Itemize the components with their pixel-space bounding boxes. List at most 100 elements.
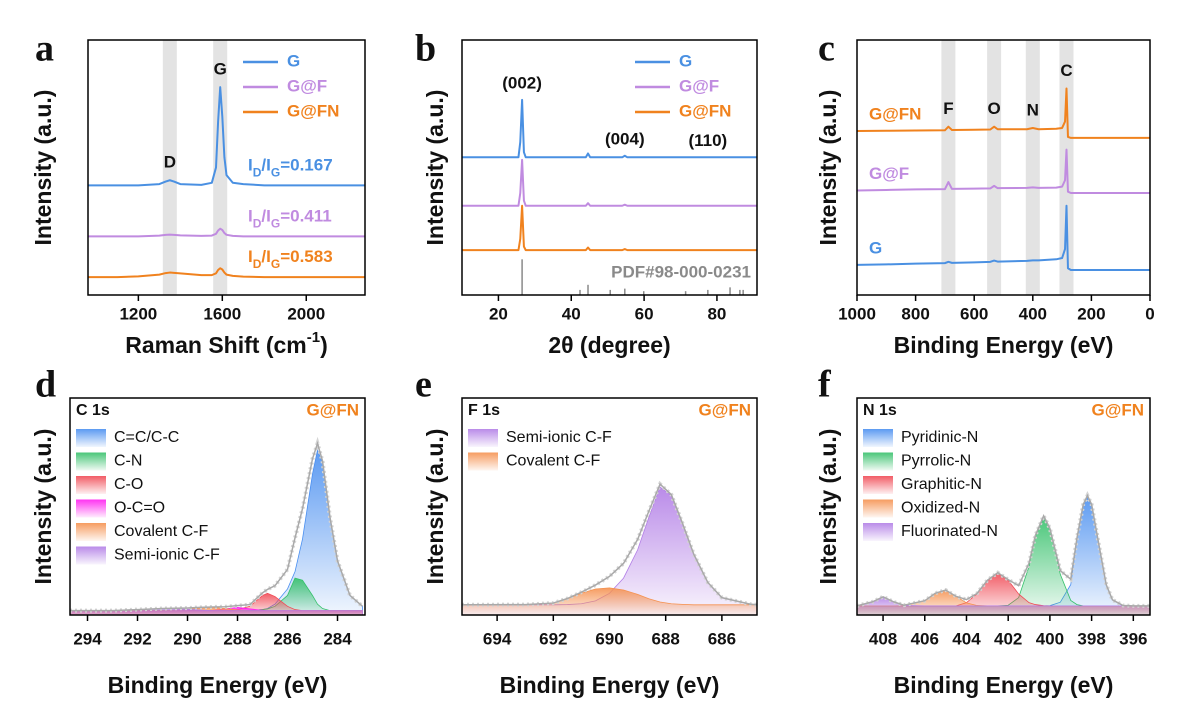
x-tick-label: 690 bbox=[595, 629, 623, 648]
ratio-label: ID/IG=0.583 bbox=[248, 248, 333, 272]
legend-label: Pyrrolic-N bbox=[901, 453, 971, 470]
series-line bbox=[856, 148, 1150, 194]
x-tick-label: 396 bbox=[1119, 629, 1147, 648]
series-label: G@FN bbox=[869, 105, 921, 124]
text-part: D bbox=[253, 257, 262, 271]
y-axis-title: Intensity (a.u.) bbox=[30, 429, 56, 585]
text-part: ) bbox=[320, 332, 328, 358]
x-tick-label: 402 bbox=[994, 629, 1022, 648]
plot-frame bbox=[856, 397, 1151, 616]
x-tick-label: 288 bbox=[223, 629, 251, 648]
x-tick-label: 200 bbox=[1077, 304, 1105, 323]
region-label: F 1s bbox=[468, 402, 500, 419]
x-axis-title: Binding Energy (eV) bbox=[894, 672, 1114, 698]
text-part: G bbox=[271, 217, 280, 231]
ratio-label: ID/IG=0.167 bbox=[248, 156, 333, 180]
region-label: C 1s bbox=[76, 402, 110, 419]
x-tick-label: 398 bbox=[1077, 629, 1105, 648]
band-label: O bbox=[988, 99, 1001, 118]
x-tick-label: 284 bbox=[323, 629, 352, 648]
peak-label: (004) bbox=[605, 129, 645, 148]
legend-label: Covalent C-F bbox=[506, 453, 600, 470]
y-axis-title: Intensity (a.u.) bbox=[422, 429, 448, 585]
x-tick-label: 1000 bbox=[838, 304, 876, 323]
legend-label: Graphitic-N bbox=[901, 476, 982, 493]
text-part: /I bbox=[261, 156, 270, 175]
text-part: Raman Shift (cm bbox=[125, 332, 306, 358]
x-tick-label: 40 bbox=[562, 304, 581, 323]
x-tick-label: 292 bbox=[123, 629, 151, 648]
panel: b Intensity (a.u.) 2θ (degree) 20 40 60 80 PDF#… bbox=[415, 28, 758, 358]
text-part: =0.411 bbox=[280, 207, 332, 226]
legend-label: Fluorinated-N bbox=[901, 523, 998, 540]
fit-envelope bbox=[70, 441, 363, 612]
text-part: Binding Energy (eV) bbox=[500, 672, 720, 698]
y-axis-title: Intensity (a.u.) bbox=[815, 90, 841, 246]
series-label: G@F bbox=[869, 164, 909, 183]
band-label: F bbox=[943, 99, 953, 118]
x-axis-title: Binding Energy (eV) bbox=[500, 672, 720, 698]
text-part: /I bbox=[261, 207, 270, 226]
legend-swatch bbox=[863, 429, 893, 447]
plot-frame bbox=[69, 397, 366, 616]
panel: c Intensity (a.u.) Binding Energy (eV) 1000… bbox=[815, 28, 1155, 358]
x-tick-label: 60 bbox=[635, 304, 654, 323]
legend-label: G bbox=[287, 51, 300, 70]
ratio-label: ID/IG=0.411 bbox=[248, 207, 332, 231]
x-tick-label: 294 bbox=[73, 629, 102, 648]
x-axis-title: Binding Energy (eV) bbox=[894, 332, 1114, 358]
legend-swatch bbox=[76, 452, 106, 471]
legend-label: Semi-ionic C-F bbox=[114, 547, 220, 564]
legend-label: C-N bbox=[114, 453, 142, 470]
panel-letter: a bbox=[35, 28, 54, 70]
x-tick-label: 1600 bbox=[203, 304, 241, 323]
text-part: G bbox=[271, 166, 280, 180]
band-label: C bbox=[1060, 61, 1072, 80]
text-part: Binding Energy (eV) bbox=[108, 672, 328, 698]
legend-label: O-C=O bbox=[114, 500, 165, 517]
band-label: N bbox=[1027, 100, 1039, 119]
text-part: I bbox=[248, 207, 253, 226]
component-area bbox=[856, 596, 1151, 616]
text-part: -1 bbox=[307, 329, 320, 346]
legend-label: G@FN bbox=[287, 101, 339, 120]
band-label: G bbox=[214, 60, 227, 79]
legend-label: Pyridinic-N bbox=[901, 429, 978, 446]
band-label: D bbox=[164, 153, 176, 172]
x-tick-label: 0 bbox=[1145, 304, 1154, 323]
x-axis-title: Binding Energy (eV) bbox=[108, 672, 328, 698]
text-part: D bbox=[253, 217, 262, 231]
legend-label: G@F bbox=[679, 76, 719, 95]
series-label: G bbox=[869, 238, 882, 257]
text-part: =0.167 bbox=[280, 156, 332, 175]
y-axis-title: Intensity (a.u.) bbox=[815, 429, 841, 585]
legend-swatch bbox=[76, 476, 106, 494]
x-tick-label: 688 bbox=[652, 629, 680, 648]
x-tick-label: 286 bbox=[273, 629, 301, 648]
panel: e Intensity (a.u.) Binding Energy (eV) 694 6… bbox=[415, 364, 758, 698]
text-part: =0.583 bbox=[280, 248, 332, 267]
x-tick-label: 1200 bbox=[119, 304, 157, 323]
text-part: /I bbox=[261, 248, 270, 267]
reference-label: PDF#98-000-0231 bbox=[611, 262, 751, 281]
x-tick-label: 408 bbox=[869, 629, 897, 648]
x-axis-title: Raman Shift (cm-1) bbox=[125, 329, 328, 358]
x-tick-label: 290 bbox=[173, 629, 201, 648]
series-line bbox=[88, 86, 365, 187]
legend-label: C-O bbox=[114, 476, 143, 493]
sample-label: G@FN bbox=[1092, 400, 1144, 419]
y-axis-title: Intensity (a.u.) bbox=[422, 90, 448, 246]
x-tick-label: 686 bbox=[708, 629, 736, 648]
plot-frame bbox=[87, 39, 366, 296]
legend-label: G@FN bbox=[679, 101, 731, 120]
peak-label: (110) bbox=[688, 131, 727, 150]
x-tick-label: 692 bbox=[539, 629, 567, 648]
panel-letter: b bbox=[415, 28, 436, 70]
text-part: I bbox=[248, 248, 253, 267]
text-part: I bbox=[248, 156, 253, 175]
x-tick-label: 80 bbox=[707, 304, 726, 323]
band bbox=[1025, 40, 1040, 295]
legend-label: G bbox=[679, 51, 692, 70]
